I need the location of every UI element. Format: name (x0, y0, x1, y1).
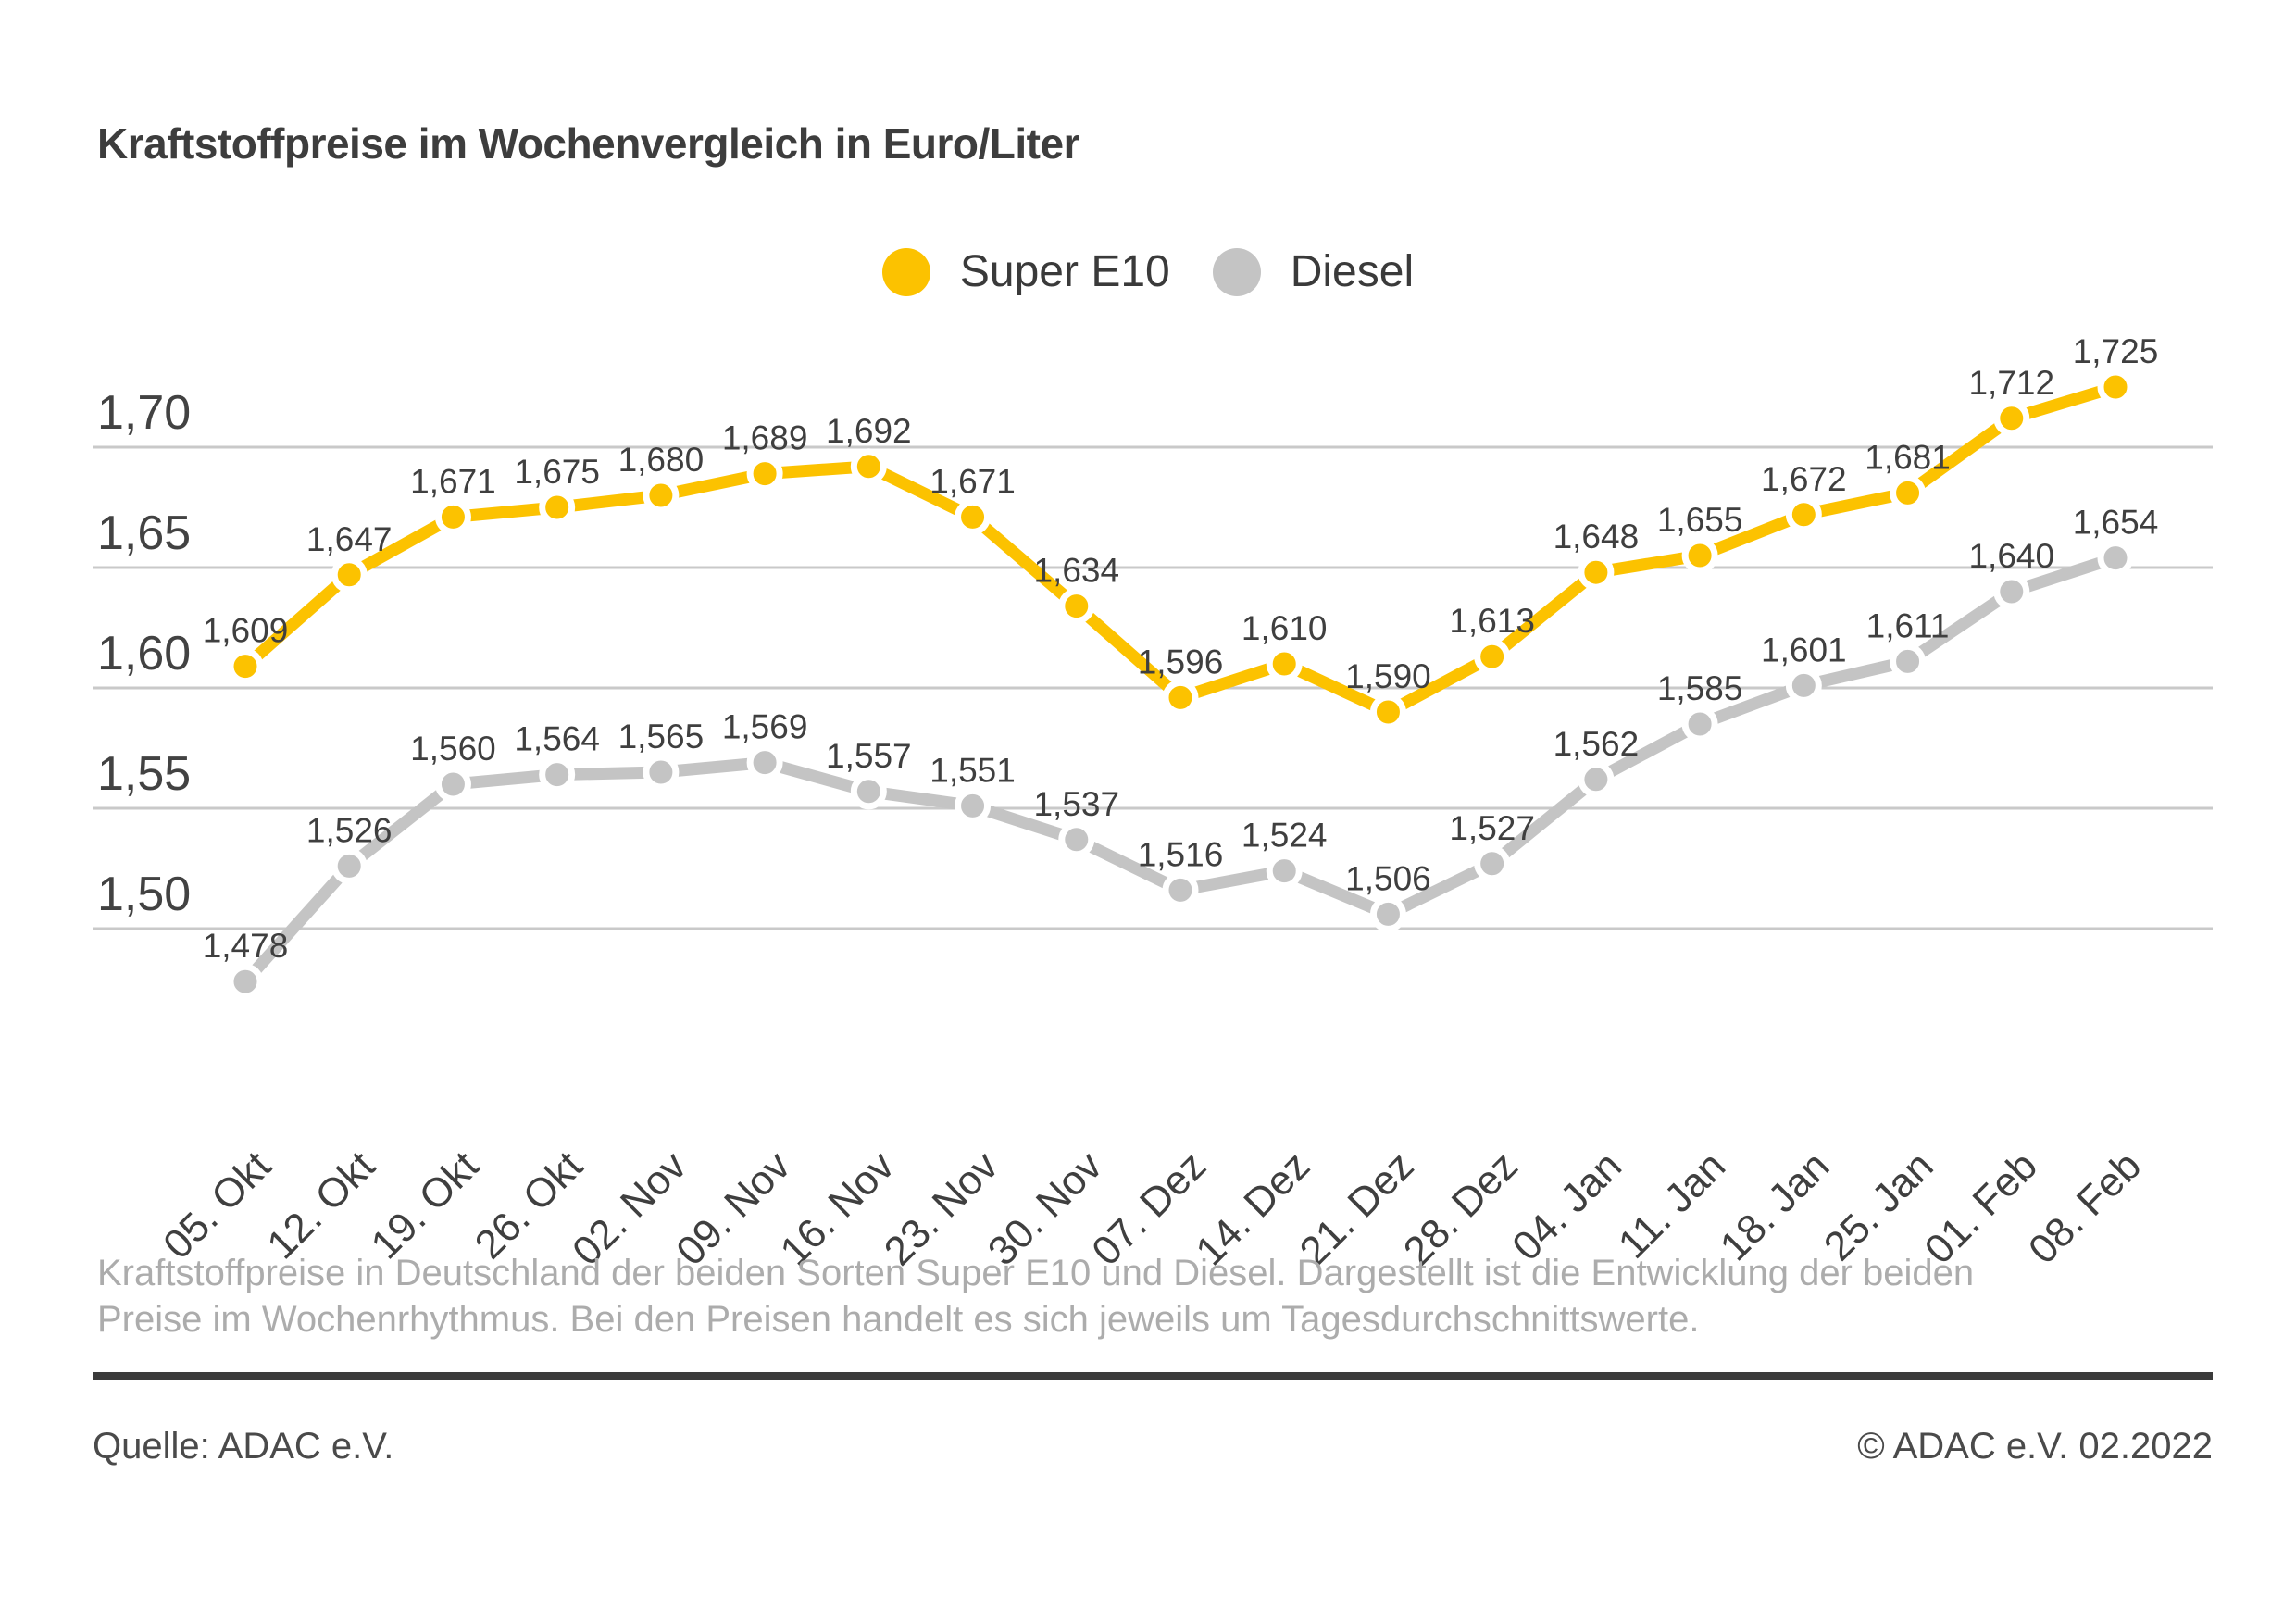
data-point-marker (434, 498, 471, 535)
data-point-marker (1058, 821, 1095, 858)
data-point-marker (434, 766, 471, 803)
source-row: Quelle: ADAC e.V. © ADAC e.V. 02.2022 (93, 1426, 2213, 1467)
data-point-label: 1,680 (618, 441, 705, 479)
data-point-label: 1,640 (1968, 537, 2054, 575)
data-point-label: 1,647 (306, 520, 393, 558)
data-point-label: 1,506 (1345, 859, 1431, 897)
data-point-marker (1681, 537, 1718, 574)
data-point-label: 1,537 (1033, 785, 1119, 823)
data-point-marker (1681, 706, 1718, 743)
data-point-marker (643, 754, 680, 791)
data-point-marker (1369, 895, 1406, 932)
data-point-label: 1,654 (2073, 504, 2159, 542)
data-point-marker (1785, 496, 1822, 533)
data-point-marker (331, 556, 368, 593)
data-point-marker (1266, 645, 1303, 682)
y-tick-label: 1,50 (97, 868, 191, 921)
data-point-marker (1578, 554, 1615, 591)
legend-label-super-e10: Super E10 (959, 247, 1170, 296)
data-point-marker (746, 744, 783, 781)
data-point-label: 1,524 (1242, 817, 1328, 855)
data-point-marker (2097, 368, 2134, 406)
data-point-label: 1,562 (1554, 725, 1640, 763)
data-point-marker (227, 963, 264, 1000)
data-point-marker (2097, 540, 2134, 577)
data-point-label: 1,516 (1138, 835, 1224, 873)
data-point-label: 1,610 (1242, 609, 1328, 647)
data-point-label: 1,564 (514, 720, 600, 758)
data-point-label: 1,712 (1968, 364, 2054, 402)
data-point-marker (1474, 638, 1511, 675)
super-e10-dot-icon (881, 247, 930, 296)
series-line-diesel (241, 552, 2118, 986)
data-point-marker (227, 648, 264, 685)
data-point-label: 1,478 (203, 927, 289, 965)
y-tick-label: 1,60 (97, 627, 191, 681)
data-point-label: 1,725 (2073, 332, 2159, 370)
source-label: Quelle: ADAC e.V. (93, 1426, 394, 1467)
data-point-marker (331, 847, 368, 884)
y-tick-label: 1,70 (97, 386, 191, 440)
data-point-label: 1,613 (1449, 602, 1535, 640)
data-point-label: 1,526 (306, 811, 393, 849)
chart-legend: Super E10 Diesel (0, 246, 2296, 297)
data-point-label: 1,569 (722, 708, 808, 746)
page-title: Kraftstoffpreise im Wochenvergleich in E… (97, 119, 1079, 168)
data-point-marker (955, 787, 992, 824)
data-point-marker (1785, 667, 1822, 704)
data-point-label: 1,655 (1657, 501, 1743, 539)
data-point-label: 1,560 (410, 730, 496, 768)
data-point-marker (850, 448, 887, 485)
data-point-label: 1,648 (1554, 518, 1640, 556)
data-point-marker (539, 756, 576, 793)
data-point-marker (1266, 853, 1303, 890)
data-point-label: 1,671 (930, 462, 1016, 500)
legend-item-super-e10: Super E10 (881, 246, 1170, 297)
data-point-marker (955, 498, 992, 535)
data-point-label: 1,692 (826, 412, 912, 450)
data-point-marker (1474, 845, 1511, 882)
data-point-label: 1,689 (722, 419, 808, 457)
legend-item-diesel: Diesel (1212, 246, 1415, 297)
data-point-marker (1890, 643, 1927, 680)
data-point-label: 1,675 (514, 453, 600, 491)
data-point-marker (1162, 679, 1199, 716)
data-point-label: 1,609 (203, 612, 289, 650)
x-tick-label: 11. Jan (1610, 1143, 1734, 1267)
data-point-marker (1162, 871, 1199, 908)
data-point-label: 1,672 (1761, 460, 1847, 498)
y-tick-label: 1,55 (97, 747, 191, 801)
data-point-marker (1058, 588, 1095, 625)
x-tick-label: 08. Feb (2020, 1143, 2150, 1272)
chart-description: Kraftstoffpreise in Deutschland der beid… (97, 1253, 1975, 1340)
data-point-label: 1,596 (1138, 643, 1224, 681)
data-point-label: 1,671 (410, 462, 496, 500)
data-point-label: 1,585 (1657, 669, 1743, 707)
data-point-marker (1993, 573, 2030, 610)
data-point-marker (643, 477, 680, 514)
data-point-label: 1,551 (930, 751, 1016, 789)
copyright-label: © ADAC e.V. 02.2022 (1857, 1426, 2213, 1467)
data-point-label: 1,590 (1345, 657, 1431, 695)
divider (93, 1372, 2213, 1380)
data-point-marker (539, 489, 576, 526)
data-point-label: 1,634 (1033, 552, 1119, 590)
data-point-label: 1,527 (1449, 809, 1535, 847)
data-point-label: 1,557 (826, 737, 912, 775)
y-tick-label: 1,65 (97, 506, 191, 560)
data-point-label: 1,601 (1761, 631, 1847, 668)
data-point-label: 1,681 (1865, 438, 1951, 476)
legend-label-diesel: Diesel (1290, 247, 1415, 296)
data-point-marker (1369, 693, 1406, 731)
data-point-marker (1578, 761, 1615, 798)
data-point-label: 1,611 (1866, 606, 1950, 644)
data-point-marker (746, 456, 783, 493)
data-point-marker (1890, 474, 1927, 511)
data-point-marker (1993, 400, 2030, 437)
diesel-dot-icon (1212, 247, 1261, 296)
data-point-marker (850, 773, 887, 810)
data-point-label: 1,565 (618, 718, 705, 756)
